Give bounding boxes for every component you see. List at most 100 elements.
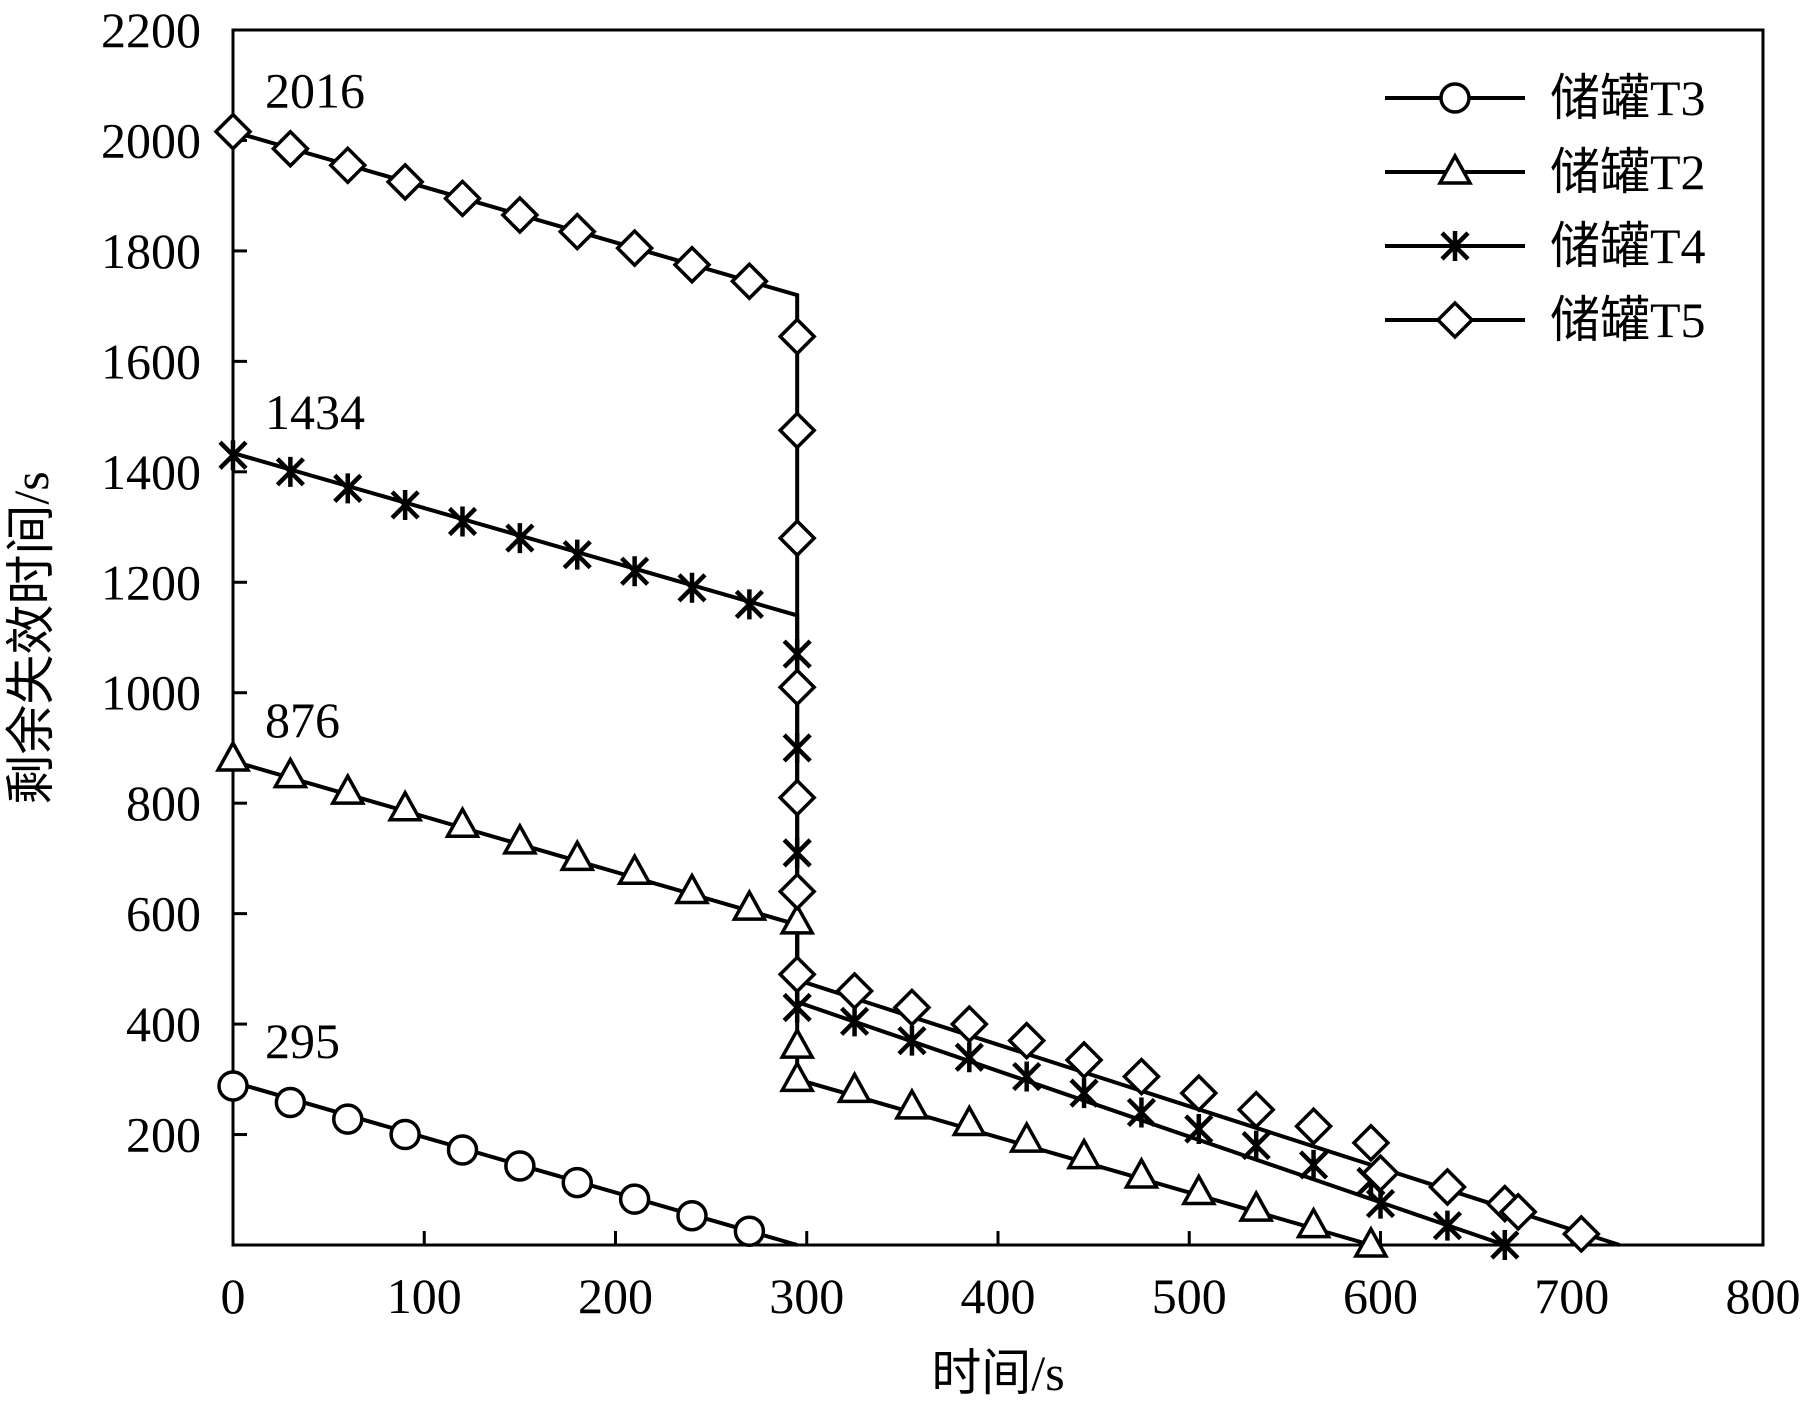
x-tick-label: 300	[769, 1268, 844, 1324]
data-point-diamond	[777, 518, 817, 558]
y-tick-label: 2200	[101, 2, 201, 58]
data-point-diamond	[949, 1004, 989, 1044]
data-point-star	[1184, 1114, 1214, 1145]
data-point-triangle	[1123, 1156, 1160, 1189]
data-point-star	[390, 489, 420, 520]
x-tick-label: 400	[961, 1268, 1036, 1324]
data-point-circle	[389, 1118, 421, 1151]
data-point-star	[782, 732, 812, 763]
data-point-diamond	[777, 778, 817, 818]
data-point-star	[1012, 1061, 1042, 1092]
data-point-circle	[504, 1150, 536, 1182]
data-point-star	[782, 992, 812, 1023]
data-point-diamond	[615, 228, 655, 268]
x-tick-label: 0	[221, 1268, 246, 1324]
series-line-diamond	[232, 129, 1621, 1247]
y-tick-label: 1000	[101, 665, 201, 721]
data-point-star	[1241, 1130, 1271, 1161]
data-point-diamond	[213, 112, 253, 152]
data-point-diamond	[1236, 1090, 1276, 1130]
data-point-star	[1126, 1097, 1157, 1128]
data-point-diamond	[1427, 1167, 1467, 1207]
data-point-circle	[618, 1183, 651, 1215]
data-point-circle	[274, 1086, 307, 1119]
x-axis-label: 时间/s	[931, 1345, 1064, 1401]
annotations-layer: 2016 1434 876 295	[265, 63, 365, 1069]
data-point-diamond	[328, 145, 368, 185]
data-point-star	[734, 589, 764, 620]
legend-label: 储罐T4	[1550, 218, 1706, 274]
data-point-star	[1432, 1210, 1463, 1241]
ticks-layer: 0 100 200 300 400 500 600 700 800 200 400 600 800 100…	[101, 2, 1801, 1324]
data-point-triangle	[1352, 1225, 1389, 1258]
data-point-triangle	[1295, 1206, 1332, 1239]
data-point-triangle	[779, 1026, 816, 1059]
data-point-star	[1365, 1188, 1396, 1219]
x-tick-label: 500	[1152, 1268, 1227, 1324]
data-point-diamond	[385, 162, 425, 202]
data-point-star	[562, 539, 592, 570]
data-point-triangle	[501, 822, 538, 855]
data-point-star	[839, 1006, 870, 1037]
data-point-star	[897, 1025, 927, 1056]
data-point-diamond	[835, 971, 875, 1011]
data-point-circle	[217, 1070, 249, 1102]
data-point-triangle	[1180, 1172, 1217, 1206]
y-tick-label: 200	[126, 1107, 201, 1163]
data-point-diamond	[672, 245, 712, 285]
data-point-circle	[446, 1134, 479, 1166]
data-point-diamond	[1121, 1057, 1161, 1097]
data-point-diamond	[500, 195, 540, 235]
x-tick-label: 600	[1343, 1268, 1418, 1324]
x-tick-label: 700	[1534, 1268, 1609, 1324]
data-point-diamond	[557, 212, 597, 252]
data-point-star	[333, 473, 363, 504]
data-point-triangle	[779, 1059, 816, 1093]
legend-marker-diamond	[1435, 300, 1475, 340]
data-point-star	[447, 506, 478, 537]
data-point-triangle	[779, 902, 816, 935]
y-tick-label: 1800	[101, 223, 201, 279]
data-point-diamond	[1361, 1153, 1400, 1193]
data-point-star	[505, 523, 535, 554]
data-point-triangle	[1008, 1120, 1045, 1153]
data-point-triangle	[731, 888, 768, 921]
data-point-triangle	[674, 871, 710, 905]
data-point-diamond	[777, 667, 817, 707]
y-tick-label: 800	[126, 775, 201, 831]
data-point-star	[620, 556, 650, 587]
data-point-triangle	[272, 755, 309, 789]
data-point-triangle	[387, 789, 424, 822]
data-point-circle	[676, 1199, 708, 1232]
data-point-triangle	[893, 1087, 930, 1120]
lines-layer	[232, 129, 1621, 1247]
data-point-diamond	[1351, 1123, 1391, 1163]
data-point-triangle	[1066, 1137, 1103, 1170]
data-point-triangle	[329, 772, 366, 805]
data-point-star	[218, 440, 248, 471]
value-annotation: 876	[265, 692, 340, 748]
data-point-diamond	[1498, 1192, 1538, 1232]
data-point-diamond	[443, 178, 482, 218]
data-point-triangle	[836, 1070, 873, 1104]
y-axis-label: 剩余失效时间/s	[3, 471, 59, 804]
data-point-diamond	[777, 954, 817, 994]
data-point-diamond	[777, 410, 817, 450]
data-point-triangle	[215, 739, 251, 772]
data-point-triangle	[951, 1103, 988, 1137]
data-point-circle	[332, 1103, 364, 1135]
data-point-diamond	[777, 872, 817, 912]
data-point-diamond	[892, 988, 932, 1027]
data-point-star	[1069, 1078, 1099, 1109]
y-tick-label: 2000	[101, 112, 201, 168]
data-point-star	[954, 1042, 984, 1073]
data-point-diamond	[1179, 1073, 1219, 1113]
y-tick-label: 600	[126, 886, 201, 942]
data-point-diamond	[777, 317, 817, 356]
data-point-diamond	[1064, 1040, 1104, 1080]
x-tick-label: 200	[578, 1268, 653, 1324]
legend-marker-star	[1440, 231, 1470, 261]
legend-label: 储罐T2	[1550, 144, 1706, 200]
legend-label: 储罐T3	[1550, 70, 1706, 126]
